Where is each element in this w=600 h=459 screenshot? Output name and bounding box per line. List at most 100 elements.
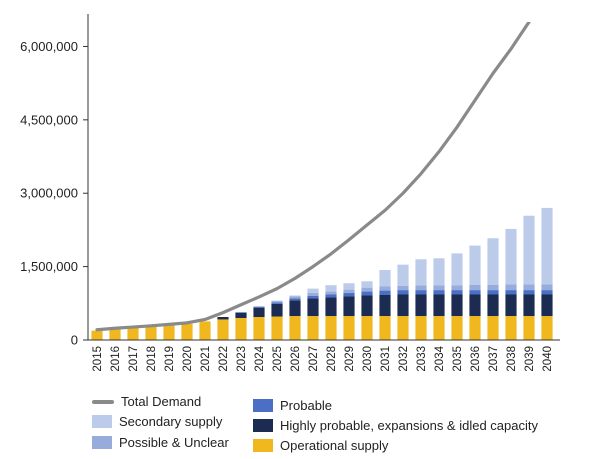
legend-item-highly-probable: Highly probable, expansions & idled capa… <box>253 418 538 433</box>
bar-secondary-supply-2036 <box>469 245 481 285</box>
bar-possible-unclear-2032 <box>397 285 409 291</box>
y-tick-label: 6,000,000 <box>20 39 78 54</box>
bar-secondary-supply-2026 <box>289 295 301 297</box>
legend-item-total-demand: Total Demand <box>92 394 201 409</box>
bar-probable-2031 <box>379 290 391 295</box>
total-demand-line <box>95 22 531 332</box>
bar-possible-unclear-2038 <box>505 284 517 291</box>
x-tick-label: 2038 <box>506 346 518 372</box>
bar-highly-probable-2027 <box>307 298 319 317</box>
bar-operational-supply-2030 <box>361 316 373 340</box>
bar-secondary-supply-2033 <box>415 259 427 286</box>
total-demand-line-group <box>95 22 531 332</box>
x-tick-label: 2019 <box>164 346 176 372</box>
x-axis: 2015 2016 2017 2018 2019 2020 2021 2022 2023 2024… <box>88 339 560 372</box>
x-tick-label: 2033 <box>416 346 428 372</box>
bar-probable-2027 <box>307 295 319 299</box>
bar-operational-supply-2032 <box>397 316 409 340</box>
bar-operational-supply-2025 <box>271 316 283 340</box>
bar-secondary-supply-2037 <box>487 238 499 285</box>
x-tick-label: 2031 <box>380 346 392 372</box>
bar-highly-probable-2025 <box>271 303 283 317</box>
bar-operational-supply-2019 <box>163 325 175 340</box>
bar-probable-2038 <box>505 290 517 295</box>
bar-highly-probable-2038 <box>505 294 517 317</box>
bar-stacks <box>91 207 553 340</box>
x-tick-label: 2037 <box>488 346 500 372</box>
bar-operational-supply-2018 <box>145 326 157 340</box>
x-tick-label: 2032 <box>398 346 410 372</box>
bar-operational-supply-2036 <box>469 316 481 340</box>
bar-possible-unclear-2031 <box>379 286 391 291</box>
bar-secondary-supply-2025 <box>271 300 283 302</box>
bar-probable-2037 <box>487 290 499 295</box>
legend-item-probable: Probable <box>253 398 332 413</box>
legend-label-possible-unclear: Possible & Unclear <box>119 435 229 450</box>
legend-swatch-secondary-supply <box>92 415 112 428</box>
bar-secondary-supply-2029 <box>343 283 355 290</box>
bar-possible-unclear-2033 <box>415 285 427 291</box>
bar-secondary-supply-2030 <box>361 281 373 288</box>
bar-operational-supply-2039 <box>523 316 535 340</box>
bar-probable-2036 <box>469 290 481 295</box>
bar-highly-probable-2029 <box>343 296 355 317</box>
bar-secondary-supply-2040 <box>541 207 553 285</box>
bar-highly-probable-2031 <box>379 294 391 317</box>
x-tick-label: 2023 <box>236 346 248 372</box>
x-tick-label: 2030 <box>362 346 374 372</box>
bar-operational-supply-2015 <box>91 330 103 340</box>
bar-possible-unclear-2024 <box>253 306 265 307</box>
bar-probable-2024 <box>253 306 265 308</box>
x-tick-label: 2017 <box>128 346 140 372</box>
bar-probable-2033 <box>415 290 427 295</box>
bar-highly-probable-2022 <box>217 317 229 320</box>
x-tick-label: 2020 <box>182 346 194 372</box>
bar-operational-supply-2023 <box>235 317 247 340</box>
legend-label-secondary-supply: Secondary supply <box>119 414 223 429</box>
y-tick-label: 1,500,000 <box>20 259 78 274</box>
bar-probable-2040 <box>541 290 553 295</box>
bar-possible-unclear-2036 <box>469 284 481 291</box>
bar-operational-supply-2017 <box>127 328 139 340</box>
bar-possible-unclear-2039 <box>523 284 535 291</box>
bar-probable-2035 <box>451 290 463 295</box>
bar-possible-unclear-2029 <box>343 289 355 294</box>
bar-operational-supply-2027 <box>307 316 319 340</box>
bar-secondary-supply-2031 <box>379 270 391 287</box>
bar-possible-unclear-2037 <box>487 284 499 291</box>
bar-possible-unclear-2027 <box>307 293 319 296</box>
x-tick-label: 2016 <box>110 346 122 372</box>
legend-item-operational-supply: Operational supply <box>253 438 388 453</box>
legend-swatch-operational-supply <box>253 439 273 452</box>
bar-probable-2039 <box>523 290 535 295</box>
bar-secondary-supply-2039 <box>523 215 535 285</box>
bar-secondary-supply-2027 <box>307 288 319 294</box>
bar-highly-probable-2039 <box>523 294 535 317</box>
bar-secondary-supply-2032 <box>397 264 409 286</box>
bar-highly-probable-2023 <box>235 312 247 318</box>
x-tick-label: 2028 <box>326 346 338 372</box>
bar-highly-probable-2024 <box>253 307 265 318</box>
legend-label-total-demand: Total Demand <box>121 394 202 409</box>
x-tick-label: 2021 <box>200 346 212 372</box>
x-tick-label: 2018 <box>146 346 158 372</box>
legend-label-highly-probable: Highly probable, expansions & idled capa… <box>280 418 538 433</box>
bar-highly-probable-2026 <box>289 300 301 317</box>
y-tick-label: 3,000,000 <box>20 186 78 201</box>
bar-operational-supply-2022 <box>217 319 229 340</box>
bar-secondary-supply-2034 <box>433 258 445 286</box>
bar-possible-unclear-2035 <box>451 285 463 291</box>
bar-highly-probable-2036 <box>469 294 481 317</box>
bar-operational-supply-2028 <box>325 316 337 340</box>
bar-operational-supply-2020 <box>181 323 193 340</box>
bar-possible-unclear-2030 <box>361 287 373 292</box>
legend: Total Demand Secondary supply Possible &… <box>0 392 600 459</box>
bar-possible-unclear-2040 <box>541 284 553 291</box>
legend-item-secondary-supply: Secondary supply <box>92 414 222 429</box>
legend-swatch-possible-unclear <box>92 436 112 449</box>
bar-operational-supply-2033 <box>415 316 427 340</box>
bar-probable-2034 <box>433 290 445 295</box>
legend-label-operational-supply: Operational supply <box>280 438 389 453</box>
bar-probable-2026 <box>289 298 301 301</box>
legend-item-possible-unclear: Possible & Unclear <box>92 435 229 450</box>
